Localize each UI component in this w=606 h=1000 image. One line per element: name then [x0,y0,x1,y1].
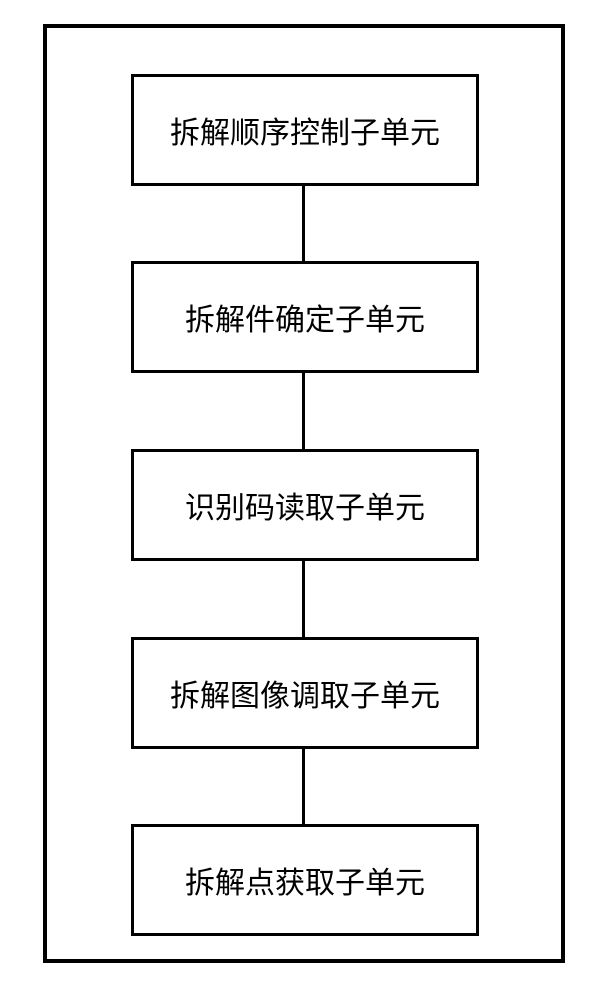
flow-node-image-fetch: 拆解图像调取子单元 [131,637,479,749]
flow-node-part-determine: 拆解件确定子单元 [131,261,479,373]
flow-node-label: 识别码读取子单元 [185,483,425,527]
flow-node-point-acquire: 拆解点获取子单元 [131,824,479,936]
flow-node-sequence-control: 拆解顺序控制子单元 [131,74,479,186]
flow-node-code-read: 识别码读取子单元 [131,449,479,561]
flow-node-label: 拆解顺序控制子单元 [170,108,440,152]
flow-connector [302,186,305,261]
flow-node-label: 拆解件确定子单元 [185,295,425,339]
flow-node-label: 拆解点获取子单元 [185,858,425,902]
flow-connector [302,749,305,824]
flow-connector [302,373,305,449]
flow-node-label: 拆解图像调取子单元 [170,671,440,715]
flow-connector [302,561,305,637]
